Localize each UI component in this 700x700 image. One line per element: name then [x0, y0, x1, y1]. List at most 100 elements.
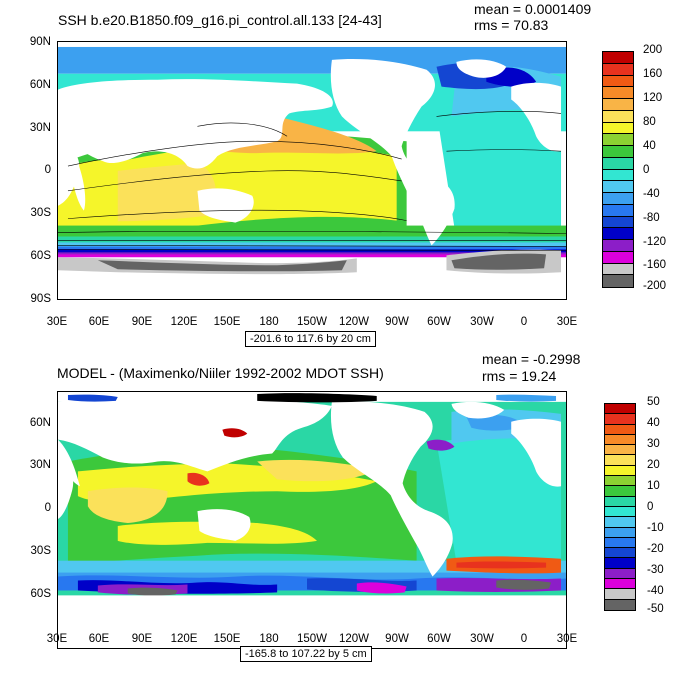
map-title: SSH b.e20.B1850.f09_g16.pi_control.all.1…: [58, 12, 382, 28]
colorbar: [604, 403, 636, 611]
lon-tick: 180: [259, 316, 279, 328]
lon-tick: 30E: [46, 316, 68, 328]
colorbar-swatch: [605, 589, 635, 600]
ssh-map-graphic: [58, 42, 566, 299]
colorbar-swatch: [603, 134, 633, 146]
colorbar-label: 160: [643, 68, 663, 80]
colorbar-swatch: [605, 445, 635, 456]
lon-tick: 90W: [385, 316, 409, 328]
lat-tick: 0: [44, 502, 51, 514]
colorbar-label: -160: [643, 259, 667, 271]
colorbar-label: -10: [647, 522, 664, 534]
colorbar-swatch: [603, 63, 633, 76]
ssh-map: [57, 41, 567, 300]
colorbar-swatch: [603, 216, 633, 229]
colorbar-label: -40: [643, 188, 660, 200]
colorbar-swatch: [603, 99, 633, 111]
lat-tick: 30N: [29, 459, 51, 471]
colorbar-label: 80: [643, 116, 656, 128]
lat-tick: 60S: [30, 588, 51, 600]
lat-tick: 30N: [29, 122, 51, 134]
lon-tick: 30E: [46, 633, 68, 645]
colorbar-swatch: [605, 558, 635, 569]
lon-tick: 60E: [88, 316, 110, 328]
colorbar-swatch: [603, 263, 633, 276]
lon-tick: 90E: [131, 316, 153, 328]
colorbar-label: 30: [647, 438, 660, 450]
colorbar-swatch: [605, 506, 635, 518]
lat-tick: 90N: [29, 36, 51, 48]
lon-tick: 30W: [470, 633, 494, 645]
contour-range-label: -165.8 to 107.22 by 5 cm: [240, 646, 372, 662]
colorbar-label: 10: [647, 480, 660, 492]
colorbar-label: 40: [643, 140, 656, 152]
colorbar-swatch: [603, 122, 633, 135]
colorbar-swatch: [605, 548, 635, 559]
colorbar-label: -200: [643, 280, 667, 292]
colorbar-swatch: [603, 75, 633, 88]
contour-range-label: -201.6 to 117.6 by 20 cm: [245, 331, 376, 347]
lon-tick: 30W: [470, 316, 494, 328]
lon-tick: 150W: [296, 633, 328, 645]
colorbar-label: 40: [647, 417, 660, 429]
colorbar-swatch: [603, 157, 633, 170]
lon-tick: 30E: [556, 316, 578, 328]
rms-value: rms = 19.24: [482, 368, 557, 384]
lon-tick: 150E: [213, 633, 241, 645]
colorbar-swatch: [603, 169, 633, 182]
colorbar-label: -120: [643, 236, 667, 248]
lon-tick: 60E: [88, 633, 110, 645]
colorbar-swatch: [603, 240, 633, 252]
colorbar-swatch: [605, 404, 635, 415]
mean-value: mean = -0.2998: [482, 351, 581, 367]
colorbar-swatch: [605, 434, 635, 446]
colorbar-swatch: [603, 146, 633, 158]
colorbar: [602, 51, 634, 288]
lon-tick: 120W: [338, 316, 370, 328]
lon-tick: 150W: [296, 316, 328, 328]
colorbar-swatch: [603, 87, 633, 99]
colorbar-label: -40: [647, 585, 664, 597]
colorbar-label: -50: [647, 603, 664, 615]
lon-tick: 30E: [556, 633, 578, 645]
colorbar-swatch: [605, 517, 635, 528]
colorbar-swatch: [605, 455, 635, 466]
colorbar-swatch: [605, 496, 635, 507]
colorbar-swatch: [605, 568, 635, 580]
colorbar-swatch: [605, 465, 635, 477]
colorbar-swatch: [603, 204, 633, 217]
colorbar-swatch: [605, 537, 635, 549]
colorbar-swatch: [603, 110, 633, 123]
colorbar-swatch: [605, 414, 635, 425]
lon-tick: 60W: [427, 633, 451, 645]
lon-tick: 120E: [170, 633, 198, 645]
colorbar-label: 20: [647, 459, 660, 471]
lon-tick: 0: [520, 633, 528, 645]
mean-value: mean = 0.0001409: [474, 1, 592, 17]
lon-tick: 90W: [385, 633, 409, 645]
colorbar-swatch: [605, 579, 635, 590]
colorbar-swatch: [605, 599, 635, 610]
lat-tick: 60N: [29, 79, 51, 91]
colorbar-swatch: [605, 424, 635, 435]
lat-tick: 60S: [30, 250, 51, 262]
lat-tick: 0: [44, 164, 51, 176]
model-minus-obs-panel: MODEL - (Maximenko/Niiler 1992-2002 MDOT…: [0, 350, 700, 700]
colorbar-label: 0: [647, 501, 654, 513]
lat-tick: 30S: [30, 545, 51, 557]
colorbar-swatch: [603, 275, 633, 287]
colorbar-label: 0: [643, 164, 650, 176]
colorbar-swatch: [605, 486, 635, 497]
colorbar-label: -20: [647, 543, 664, 555]
colorbar-swatch: [605, 527, 635, 538]
colorbar-label: -30: [647, 564, 664, 576]
lon-tick: 120W: [338, 633, 370, 645]
difference-map-graphic: [58, 392, 566, 648]
colorbar-swatch: [605, 476, 635, 487]
rms-value: rms = 70.83: [474, 17, 549, 33]
colorbar-swatch: [603, 52, 633, 64]
colorbar-swatch: [603, 181, 633, 193]
map-title: MODEL - (Maximenko/Niiler 1992-2002 MDOT…: [57, 365, 384, 381]
lon-tick: 120E: [170, 316, 198, 328]
colorbar-label: 200: [643, 44, 663, 56]
